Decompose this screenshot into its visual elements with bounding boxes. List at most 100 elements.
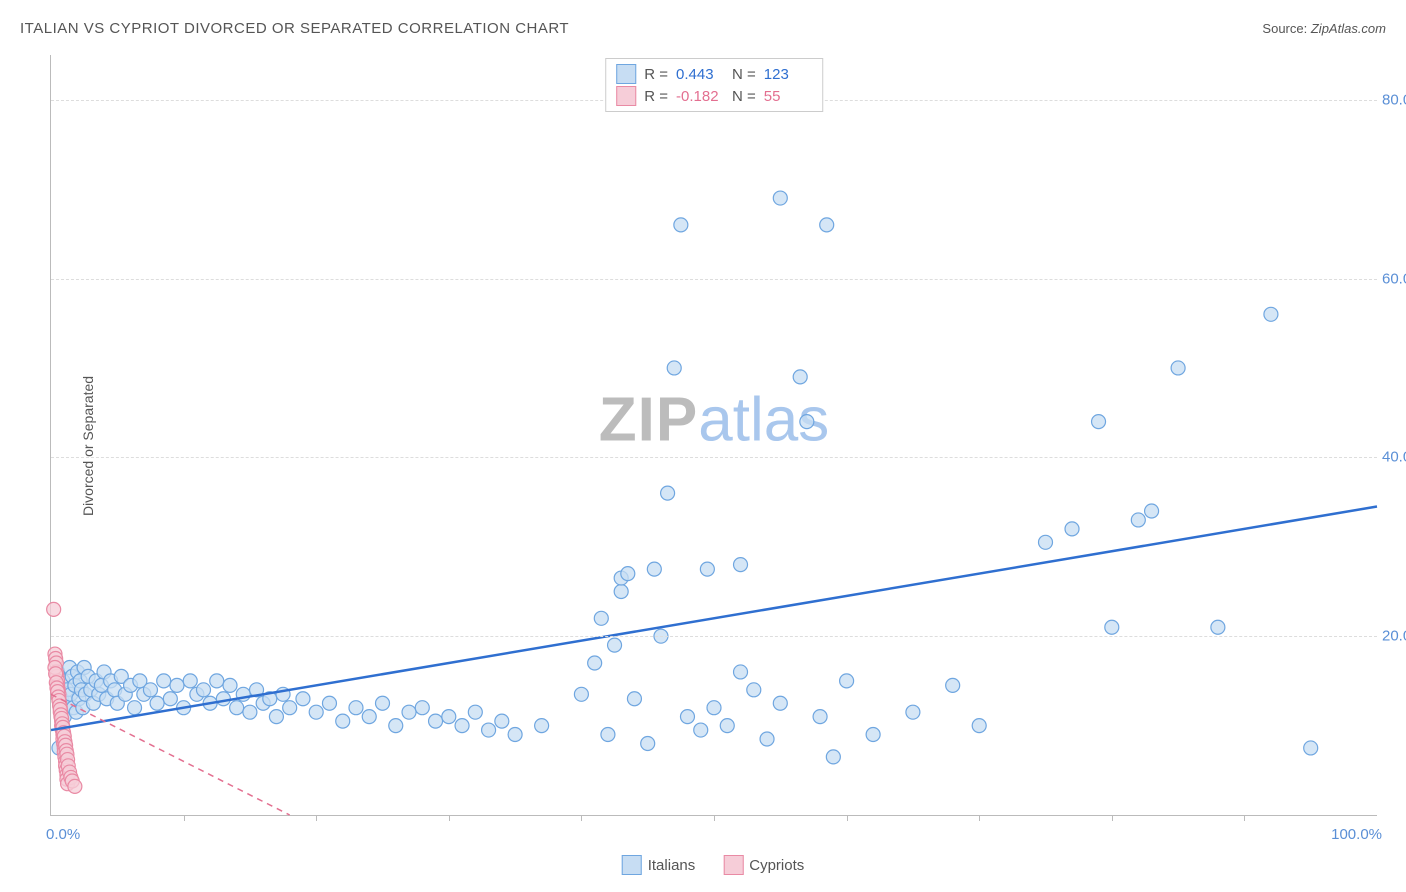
scatter-point <box>601 728 615 742</box>
scatter-point <box>143 683 157 697</box>
scatter-point <box>734 665 748 679</box>
scatter-point <box>906 705 920 719</box>
scatter-point <box>667 361 681 375</box>
gridline <box>51 279 1377 280</box>
x-tick <box>184 815 185 821</box>
scatter-point <box>700 562 714 576</box>
scatter-point <box>608 638 622 652</box>
scatter-point <box>946 678 960 692</box>
scatter-point <box>1105 620 1119 634</box>
chart-area: ZIPatlas R = 0.443 N = 123 R = -0.182 N … <box>50 55 1376 845</box>
scatter-point <box>210 674 224 688</box>
scatter-point <box>442 710 456 724</box>
legend-swatch-cypriots <box>723 855 743 875</box>
y-tick-label: 80.0% <box>1382 91 1406 108</box>
scatter-point <box>508 728 522 742</box>
scatter-point <box>773 191 787 205</box>
scatter-point <box>641 736 655 750</box>
scatter-point <box>163 692 177 706</box>
scatter-point <box>482 723 496 737</box>
scatter-point <box>760 732 774 746</box>
scatter-point <box>309 705 323 719</box>
source-attribution: Source: ZipAtlas.com <box>1262 21 1386 36</box>
chart-title: ITALIAN VS CYPRIOT DIVORCED OR SEPARATED… <box>20 20 569 37</box>
r-value-italians: 0.443 <box>676 66 724 83</box>
scatter-point <box>455 719 469 733</box>
r-label-2: R = <box>644 88 668 105</box>
y-tick-label: 20.0% <box>1382 628 1406 645</box>
legend-item-italians: Italians <box>622 855 696 875</box>
n-label-2: N = <box>732 88 756 105</box>
scatter-point <box>283 701 297 715</box>
x-tick <box>1112 815 1113 821</box>
header: ITALIAN VS CYPRIOT DIVORCED OR SEPARATED… <box>0 0 1406 48</box>
scatter-point <box>1092 415 1106 429</box>
scatter-point <box>322 696 336 710</box>
scatter-point <box>170 678 184 692</box>
scatter-point <box>376 696 390 710</box>
source-label: Source: <box>1262 21 1307 36</box>
x-tick-label-start: 0.0% <box>46 826 80 843</box>
scatter-point <box>813 710 827 724</box>
regression-line <box>51 507 1377 731</box>
legend-label-cypriots: Cypriots <box>749 857 804 874</box>
x-tick <box>316 815 317 821</box>
scatter-point <box>826 750 840 764</box>
scatter-point <box>362 710 376 724</box>
gridline <box>51 636 1377 637</box>
scatter-point <box>614 584 628 598</box>
scatter-point <box>243 705 257 719</box>
scatter-point <box>183 674 197 688</box>
r-value-cypriots: -0.182 <box>676 88 724 105</box>
scatter-point <box>157 674 171 688</box>
scatter-point <box>627 692 641 706</box>
scatter-svg <box>51 55 1377 815</box>
stats-row-italians: R = 0.443 N = 123 <box>616 63 812 85</box>
scatter-point <box>296 692 310 706</box>
scatter-point <box>840 674 854 688</box>
scatter-point <box>150 696 164 710</box>
scatter-point <box>972 719 986 733</box>
scatter-point <box>336 714 350 728</box>
scatter-point <box>1304 741 1318 755</box>
scatter-point <box>196 683 210 697</box>
scatter-point <box>223 678 237 692</box>
scatter-point <box>594 611 608 625</box>
scatter-point <box>1065 522 1079 536</box>
scatter-point <box>800 415 814 429</box>
scatter-point <box>389 719 403 733</box>
scatter-point <box>793 370 807 384</box>
scatter-point <box>734 558 748 572</box>
scatter-point <box>680 710 694 724</box>
gridline <box>51 457 1377 458</box>
scatter-point <box>429 714 443 728</box>
source-value: ZipAtlas.com <box>1311 21 1386 36</box>
legend-label-italians: Italians <box>648 857 696 874</box>
legend-swatch-italians <box>622 855 642 875</box>
stats-box: R = 0.443 N = 123 R = -0.182 N = 55 <box>605 58 823 112</box>
bottom-legend: Italians Cypriots <box>622 855 805 875</box>
scatter-point <box>820 218 834 232</box>
scatter-point <box>415 701 429 715</box>
scatter-point <box>216 692 230 706</box>
scatter-point <box>535 719 549 733</box>
scatter-point <box>588 656 602 670</box>
scatter-point <box>402 705 416 719</box>
plot-region: ZIPatlas R = 0.443 N = 123 R = -0.182 N … <box>50 55 1377 816</box>
y-tick-label: 60.0% <box>1382 270 1406 287</box>
scatter-point <box>1171 361 1185 375</box>
scatter-point <box>707 701 721 715</box>
scatter-point <box>694 723 708 737</box>
n-label: N = <box>732 66 756 83</box>
scatter-point <box>1145 504 1159 518</box>
scatter-point <box>1131 513 1145 527</box>
scatter-point <box>468 705 482 719</box>
scatter-point <box>621 567 635 581</box>
swatch-cypriots <box>616 86 636 106</box>
stats-row-cypriots: R = -0.182 N = 55 <box>616 85 812 107</box>
scatter-point <box>747 683 761 697</box>
legend-item-cypriots: Cypriots <box>723 855 804 875</box>
scatter-point <box>47 602 61 616</box>
scatter-point <box>661 486 675 500</box>
swatch-italians <box>616 64 636 84</box>
